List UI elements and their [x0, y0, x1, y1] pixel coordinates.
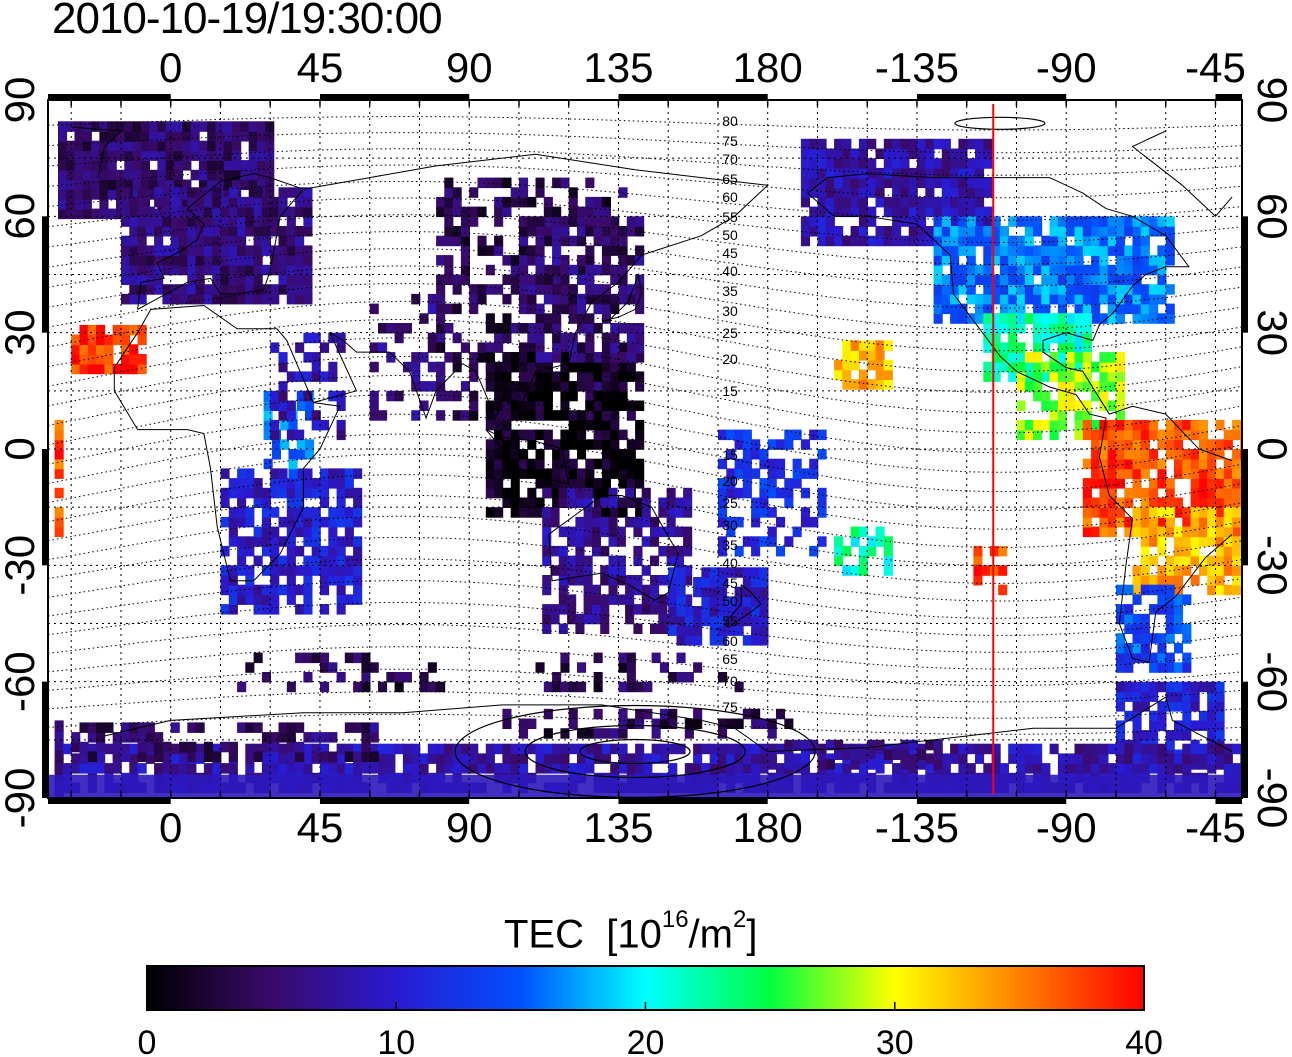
- contour-label: 15: [722, 447, 738, 463]
- lat-label-right: 0: [1249, 437, 1292, 460]
- colorbar-tick-label: 10: [377, 1024, 415, 1057]
- lon-label-top: 90: [446, 44, 493, 91]
- contour-label: 30: [722, 303, 738, 319]
- contour-label: 65: [722, 171, 738, 187]
- lat-label-left: 90: [0, 77, 43, 124]
- contour-label: 55: [722, 613, 738, 629]
- contour-label: 20: [722, 351, 738, 367]
- lon-label-bottom: 180: [733, 804, 803, 851]
- colorbar-tick-label: 0: [138, 1024, 157, 1057]
- colorbar-tick-label: 40: [1125, 1024, 1163, 1057]
- contour-label: 15: [722, 383, 738, 399]
- contour-label: 40: [722, 263, 738, 279]
- magnetic-latitude-contours: [48, 116, 1242, 798]
- colorbar-tick-label: 30: [876, 1024, 914, 1057]
- lon-label-bottom: 135: [583, 804, 653, 851]
- contour-label: 35: [722, 283, 738, 299]
- axis-labels: 0 45 90 135 180 -135 -90 -450 45 90 135 180 -135 -90-…: [0, 44, 1292, 851]
- lon-label-bottom: 45: [297, 804, 344, 851]
- contour-label: 60: [722, 633, 738, 649]
- contour-label: 50: [722, 227, 738, 243]
- lat-label-left: 30: [0, 309, 43, 356]
- lon-label-bottom: 90: [446, 804, 493, 851]
- coastlines: [71, 126, 1233, 752]
- contour-label: 25: [722, 495, 738, 511]
- lon-label-top: -135: [875, 44, 959, 91]
- contour-label: 35: [722, 537, 738, 553]
- frame-ticks: [42, 94, 1248, 804]
- lon-label-bottom: 0: [159, 804, 182, 851]
- lat-label-right: -60: [1249, 651, 1292, 712]
- contour-label: 80: [722, 113, 738, 129]
- lat-label-left: -90: [0, 768, 43, 829]
- lon-label-top: 45: [297, 44, 344, 91]
- graticule: [48, 100, 1242, 798]
- contour-label: 25: [722, 325, 738, 341]
- map-title: 2010-10-19/19:30:00: [52, 0, 443, 43]
- lat-label-right: 60: [1249, 193, 1292, 240]
- lat-label-right: 90: [1249, 77, 1292, 124]
- lon-label-bottom: -135: [875, 804, 959, 851]
- contour-label: 45: [722, 575, 738, 591]
- contour-label: 70: [722, 151, 738, 167]
- contour-label: 65: [722, 651, 738, 667]
- lat-label-left: -60: [0, 651, 43, 712]
- lat-label-left: 60: [0, 193, 43, 240]
- contour-labels: 80 75 70 65 60 55 50 45 40 35 30 25 20 15 15 20 25 30 35 40…: [722, 113, 738, 715]
- lat-label-right: 30: [1249, 309, 1292, 356]
- contour-label: 20: [722, 473, 738, 489]
- lon-label-top: -45: [1185, 44, 1246, 91]
- lat-label-right: -90: [1249, 768, 1292, 829]
- contour-label: 55: [722, 209, 738, 225]
- contour-label: 50: [722, 593, 738, 609]
- lat-label-left: 0: [0, 437, 43, 460]
- lon-label-bottom: -45: [1185, 804, 1246, 851]
- lon-label-bottom: -90: [1036, 804, 1097, 851]
- colorbar-ticks: 0 10 20 30 40: [138, 1002, 1163, 1057]
- contour-label: 75: [722, 699, 738, 715]
- contour-label: 45: [722, 245, 738, 261]
- lon-label-top: 0: [159, 44, 182, 91]
- contour-label: 60: [722, 189, 738, 205]
- lon-label-top: -90: [1036, 44, 1097, 91]
- contour-label: 40: [722, 555, 738, 571]
- contour-label: 70: [722, 673, 738, 689]
- colorbar-title: TEC [1016/m2]: [504, 906, 758, 957]
- lon-label-top: 180: [733, 44, 803, 91]
- colorbar-tick-label: 20: [627, 1024, 665, 1057]
- lat-label-left: -30: [0, 535, 43, 596]
- contour-label: 75: [722, 133, 738, 149]
- tec-data-layer: [48, 121, 1242, 798]
- lat-label-right: -30: [1249, 535, 1292, 596]
- contour-label: 30: [722, 517, 738, 533]
- lon-label-top: 135: [583, 44, 653, 91]
